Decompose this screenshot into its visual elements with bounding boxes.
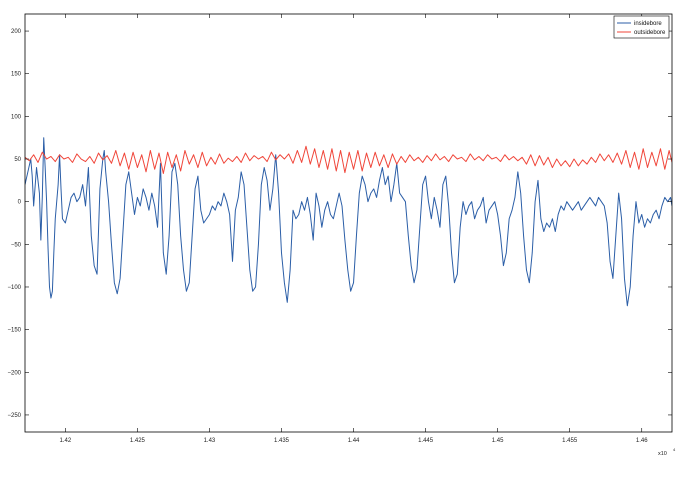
x-tick-label: 1.44 [348, 438, 360, 444]
x-exponent-label: x10 [658, 451, 667, 457]
legend-label-outsidebore: outsidebore [634, 30, 666, 36]
y-tick-label: −50 [11, 242, 22, 248]
x-tick-label: 1.46 [636, 438, 648, 444]
series-line-insidebore [25, 137, 672, 307]
x-tick-label: 1.42 [60, 438, 72, 444]
axes-frame [24, 13, 673, 433]
plot-area [25, 14, 672, 432]
y-tick-label: −200 [7, 370, 21, 376]
y-tick-label: −100 [7, 285, 21, 291]
x-tick-label: 1.45 [492, 438, 504, 444]
x-tick-label: 1.455 [562, 438, 578, 444]
chart-background [25, 14, 672, 432]
y-tick-label: 50 [14, 157, 21, 163]
y-tick-label: 150 [11, 72, 22, 78]
x-tick-label: 1.435 [274, 438, 290, 444]
series-layer [25, 137, 672, 307]
y-tick-label: 200 [11, 29, 22, 35]
x-tick-label: 1.425 [130, 438, 146, 444]
axes-layer: 1.42 1.425 1.43 1.435 1.44 1.445 1.45 1.455 1.46… [7, 13, 676, 457]
y-tick-label: −150 [7, 328, 21, 334]
y-tick-label: −250 [7, 413, 21, 419]
x-tick-label: 1.43 [204, 438, 216, 444]
legend-label-insidebore: insidebore [634, 21, 662, 27]
legend: insidebore outsidebore [613, 15, 670, 39]
x-tick-label: 1.445 [418, 438, 434, 444]
y-tick-label: 0 [18, 200, 22, 206]
series-line-outsidebore [25, 145, 672, 175]
y-tick-label: 100 [11, 114, 22, 120]
x-exponent-power: 4 [673, 447, 676, 452]
